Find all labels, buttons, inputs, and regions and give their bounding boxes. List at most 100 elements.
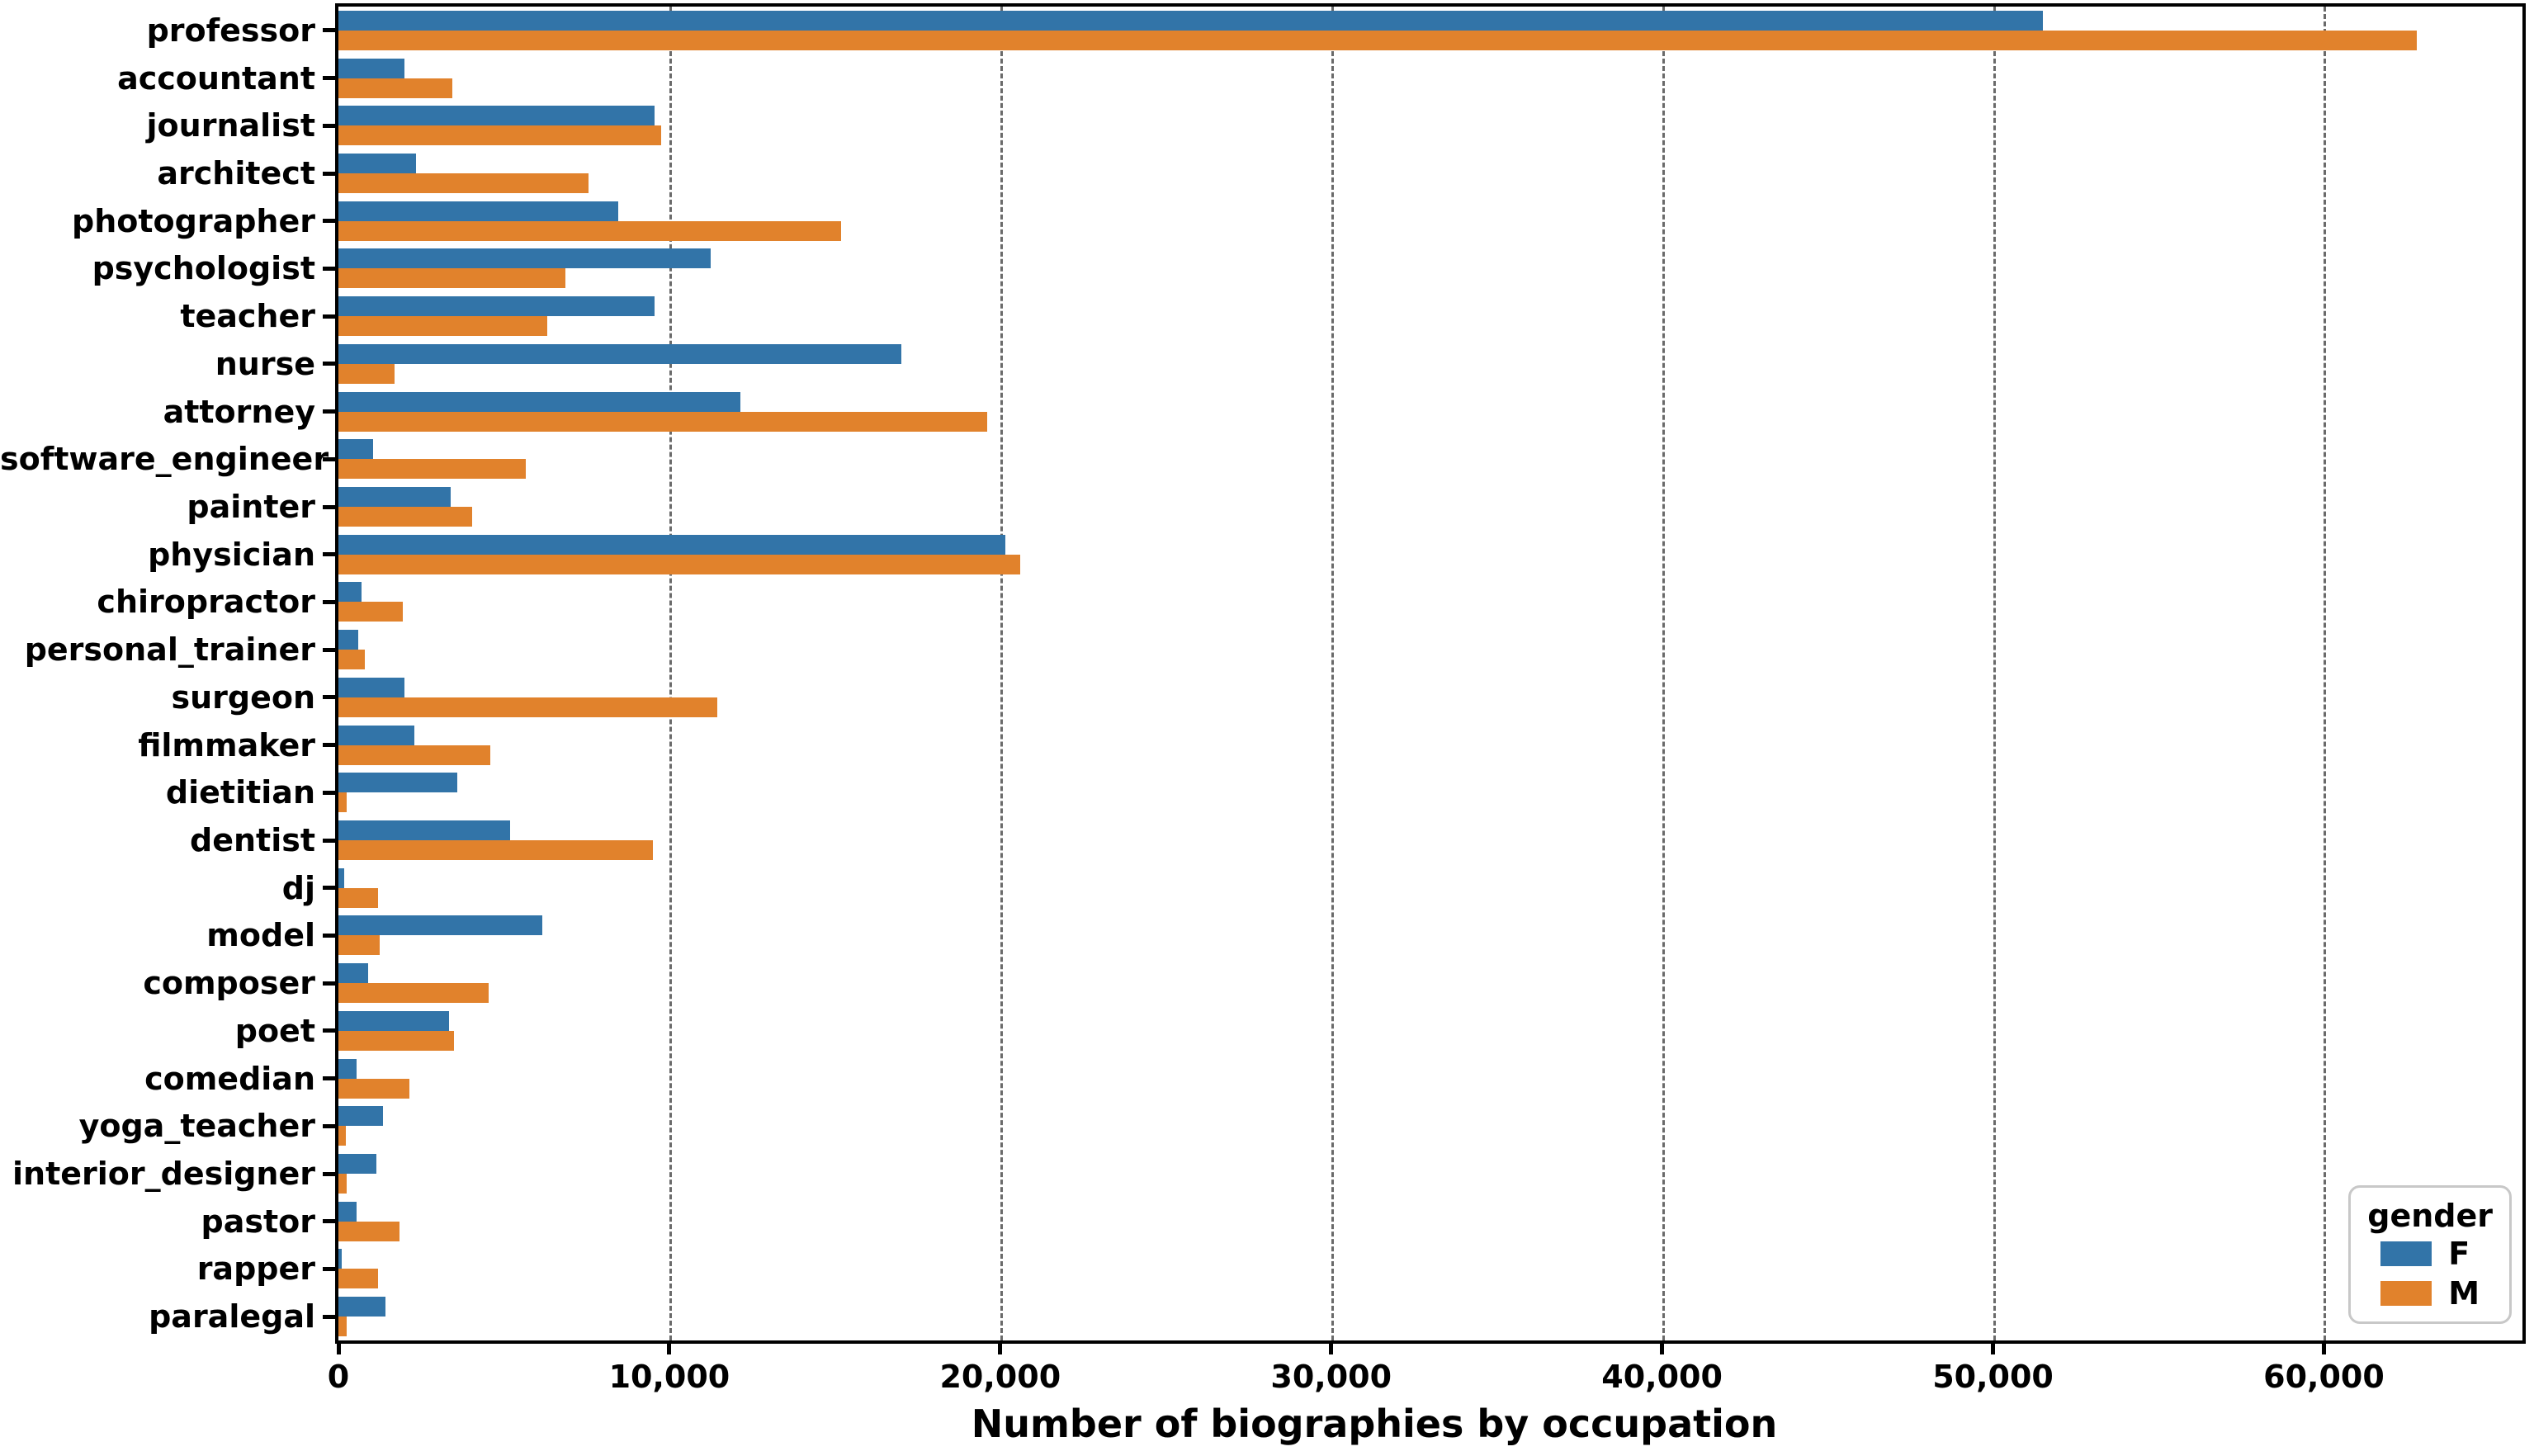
bar-rapper-F: [338, 1249, 342, 1269]
bar-attorney-F: [338, 391, 741, 412]
bar-dj-M: [338, 887, 379, 908]
y-label-software_engineer: software_engineer: [0, 441, 329, 478]
y-tick-model: [323, 933, 335, 938]
bar-filmmaker-M: [338, 745, 491, 765]
y-label-psychologist: psychologist: [92, 250, 315, 287]
y-label-filmmaker: filmmaker: [138, 726, 315, 763]
y-tick-chiropractor: [323, 599, 335, 604]
y-label-dentist: dentist: [190, 822, 315, 858]
y-tick-architect: [323, 171, 335, 176]
bar-psychologist-F: [338, 248, 712, 269]
y-label-chiropractor: chiropractor: [97, 584, 315, 621]
bar-yoga_teacher-F: [338, 1106, 384, 1127]
bar-interior_designer-M: [338, 1174, 347, 1194]
x-tick-60,000: [2321, 1342, 2326, 1354]
bar-physician-F: [338, 534, 1005, 555]
y-label-personal_trainer: personal_trainer: [24, 631, 315, 669]
bar-architect-M: [338, 173, 589, 193]
y-tick-filmmaker: [323, 743, 335, 748]
legend-label-M: M: [2448, 1275, 2480, 1312]
bar-interior_designer-F: [338, 1154, 377, 1174]
bar-nurse-M: [338, 363, 395, 384]
y-tick-dentist: [323, 838, 335, 843]
y-label-model: model: [206, 917, 315, 954]
gridline-50,000: [1993, 7, 1996, 1340]
y-tick-interior_designer: [323, 1171, 335, 1176]
y-tick-psychologist: [323, 266, 335, 271]
y-label-rapper: rapper: [196, 1250, 315, 1288]
bar-teacher-M: [338, 316, 547, 337]
y-label-nurse: nurse: [215, 345, 315, 382]
bar-accountant-F: [338, 58, 405, 78]
bar-pastor-F: [338, 1201, 357, 1222]
y-label-poet: poet: [234, 1012, 315, 1049]
bar-psychologist-M: [338, 268, 565, 289]
bar-dietitian-M: [338, 792, 347, 813]
y-tick-painter: [323, 504, 335, 509]
x-axis-title: Number of biographies by occupation: [971, 1402, 1778, 1446]
y-label-photographer: photographer: [72, 202, 315, 239]
y-label-interior_designer: interior_designer: [12, 1156, 315, 1192]
y-tick-physician: [323, 552, 335, 557]
y-label-surgeon: surgeon: [171, 678, 315, 716]
bar-dentist-M: [338, 840, 653, 860]
y-tick-teacher: [323, 314, 335, 319]
y-tick-accountant: [323, 76, 335, 81]
bar-comedian-F: [338, 1058, 357, 1079]
bar-painter-F: [338, 487, 451, 507]
bar-physician-M: [338, 554, 1020, 574]
bar-model-M: [338, 935, 381, 956]
gridline-60,000: [2324, 7, 2327, 1340]
gridline-30,000: [1331, 7, 1334, 1340]
bar-yoga_teacher-M: [338, 1126, 346, 1146]
y-label-physician: physician: [148, 536, 315, 573]
y-tick-professor: [323, 28, 335, 33]
bar-surgeon-F: [338, 677, 405, 697]
bar-composer-M: [338, 983, 489, 1004]
bar-accountant-M: [338, 78, 453, 98]
x-label-50,000: 50,000: [1932, 1359, 2054, 1395]
bar-photographer-M: [338, 220, 842, 241]
y-label-paralegal: paralegal: [149, 1298, 315, 1335]
x-label-30,000: 30,000: [1270, 1359, 1392, 1395]
y-label-painter: painter: [187, 489, 315, 525]
x-label-40,000: 40,000: [1601, 1359, 1723, 1395]
y-label-accountant: accountant: [117, 59, 315, 97]
x-tick-20,000: [998, 1342, 1003, 1354]
y-label-dj: dj: [281, 869, 315, 906]
bar-paralegal-F: [338, 1297, 386, 1317]
y-label-dietitian: dietitian: [165, 774, 315, 811]
legend-swatch-F: [2380, 1241, 2432, 1266]
gridline-10,000: [669, 7, 672, 1340]
y-tick-paralegal: [323, 1314, 335, 1319]
bar-software_engineer-F: [338, 439, 374, 460]
y-tick-photographer: [323, 219, 335, 224]
x-tick-40,000: [1660, 1342, 1665, 1354]
bar-professor-F: [338, 10, 2043, 31]
bar-teacher-F: [338, 296, 655, 317]
bar-poet-M: [338, 1030, 455, 1051]
y-label-professor: professor: [146, 12, 315, 49]
y-tick-pastor: [323, 1219, 335, 1224]
y-tick-dietitian: [323, 790, 335, 795]
y-label-teacher: teacher: [180, 298, 315, 335]
y-tick-dj: [323, 886, 335, 891]
legend-entry-F: F: [2380, 1237, 2470, 1270]
bar-paralegal-M: [338, 1317, 347, 1337]
y-label-attorney: attorney: [163, 393, 315, 430]
x-tick-0: [336, 1342, 341, 1354]
bar-personal_trainer-F: [338, 630, 359, 650]
y-label-comedian: comedian: [144, 1060, 315, 1097]
y-tick-yoga_teacher: [323, 1123, 335, 1128]
x-label-60,000: 60,000: [2263, 1359, 2385, 1395]
y-tick-journalist: [323, 123, 335, 128]
y-tick-software_engineer: [323, 456, 335, 461]
bar-chiropractor-M: [338, 602, 404, 622]
x-label-20,000: 20,000: [939, 1359, 1061, 1395]
gridline-40,000: [1662, 7, 1665, 1340]
bar-dj-F: [338, 867, 344, 888]
y-tick-poet: [323, 1028, 335, 1033]
y-label-journalist: journalist: [146, 107, 315, 144]
